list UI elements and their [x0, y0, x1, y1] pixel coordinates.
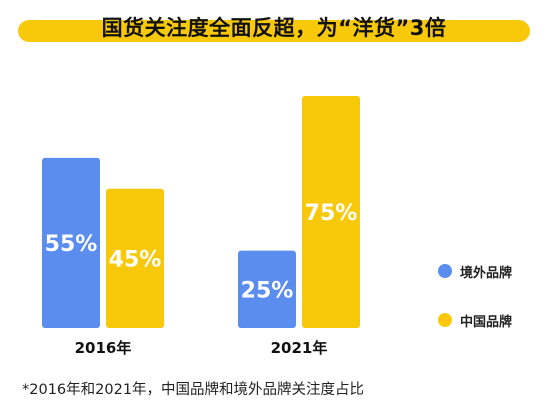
data-label-china-0: 45% — [109, 247, 162, 272]
bar-china-1 — [302, 96, 360, 328]
category-label-0: 2016年 — [75, 339, 132, 357]
legend-label-china: 中国品牌 — [460, 314, 513, 330]
legend: 境外品牌 中国品牌 — [438, 260, 512, 358]
data-label-china-1: 75% — [305, 201, 358, 226]
legend-swatch-foreign — [438, 264, 452, 278]
data-label-foreign-0: 55% — [45, 232, 98, 257]
bar-china-0 — [106, 188, 164, 328]
title-highlight-bar — [18, 20, 530, 42]
bar-foreign-1 — [238, 250, 296, 328]
legend-swatch-china — [438, 313, 452, 327]
chart-title: 国货关注度全面反超，为“洋货”3倍 — [101, 16, 447, 40]
legend-label-foreign: 境外品牌 — [460, 265, 513, 281]
legend-item-foreign: 境外品牌 — [438, 260, 512, 282]
legend-item-china: 中国品牌 — [438, 309, 512, 331]
footnote: *2016年和2021年，中国品牌和境外品牌关注度占比 — [22, 382, 365, 398]
category-label-1: 2021年 — [271, 339, 328, 357]
data-label-foreign-1: 25% — [241, 278, 294, 303]
title-banner: 国货关注度全面反超，为“洋货”3倍 — [18, 8, 530, 48]
bar-foreign-0 — [42, 157, 100, 328]
